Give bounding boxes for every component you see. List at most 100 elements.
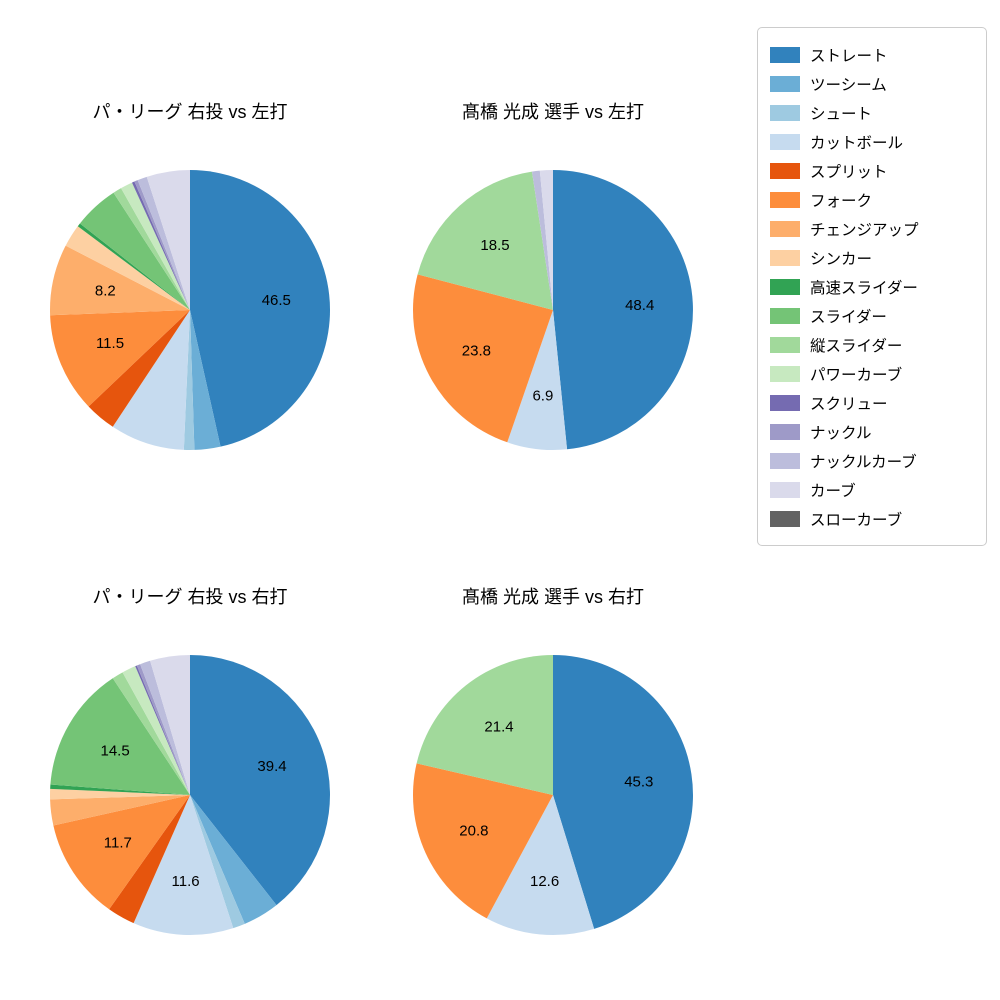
legend-color-swatch — [770, 75, 800, 92]
pie-slice-縦スライダー — [113, 188, 190, 310]
pie-slice-パワーカーブ — [121, 182, 190, 310]
legend-item-label: 縦スライダー — [810, 337, 903, 355]
legend-item-label: スライダー — [810, 308, 887, 326]
legend-item: 高速スライダー — [770, 272, 974, 301]
legend-item: パワーカーブ — [770, 359, 974, 388]
legend-color-swatch — [770, 249, 800, 266]
legend-color-swatch — [770, 423, 800, 440]
pie-slice-スクリュー — [131, 181, 190, 310]
pie-slice-フォーク — [412, 274, 553, 443]
pie-slice-ツーシーム — [190, 310, 221, 450]
legend-item-label: シュート — [810, 105, 873, 123]
legend-item: スクリュー — [770, 388, 974, 417]
pie-value-label: 8.2 — [95, 283, 116, 300]
legend-item-label: 高速スライダー — [810, 279, 918, 297]
pie-value-label: 14.5 — [100, 743, 129, 760]
pie-value-label: 12.6 — [530, 873, 559, 890]
pie-slice-フォーク — [53, 795, 191, 910]
legend-item: シンカー — [770, 243, 974, 272]
legend-color-swatch — [770, 162, 800, 179]
pie-value-label: 20.8 — [459, 822, 488, 839]
legend-item-label: スクリュー — [810, 395, 888, 413]
pie-value-label: 45.3 — [624, 774, 653, 791]
chart-title: パ・リーグ 右投 vs 左打 — [92, 102, 288, 122]
legend: ストレートツーシームシュートカットボール スプリットフォークチェンジアップシンカー… — [757, 27, 987, 546]
legend-item: スローカーブ — [770, 504, 974, 533]
legend-item-label: チェンジアップ — [810, 221, 919, 239]
pie-slice-フォーク — [50, 310, 190, 407]
chart-title: 髙橋 光成 選手 vs 右打 — [461, 587, 644, 607]
pie-slice-ナックルカーブ — [137, 176, 190, 310]
pie-slice-チェンジアップ — [50, 795, 190, 826]
legend-item-label: スローカーブ — [810, 511, 903, 529]
pie-value-label: 21.4 — [484, 719, 513, 736]
legend-item: スプリット — [770, 156, 974, 185]
legend-color-swatch — [770, 452, 800, 469]
pie-slice-カットボール — [112, 310, 190, 450]
chart-title: パ・リーグ 右投 vs 右打 — [92, 587, 288, 607]
pie-slice-シュート — [183, 310, 195, 450]
legend-color-swatch — [770, 481, 800, 498]
legend-item-label: スプリット — [810, 163, 888, 181]
legend-item: カーブ — [770, 475, 974, 504]
legend-color-swatch — [770, 191, 800, 208]
chart-takahashi-vs-left-batter: 髙橋 光成 選手 vs 左打 48.4 6.9 23.8 18.5 — [408, 100, 698, 455]
pie-slice-高速スライダー — [50, 784, 190, 795]
pie-slice-カーブ — [539, 170, 553, 310]
legend-item: フォーク — [770, 185, 974, 214]
legend-item: ツーシーム — [770, 69, 974, 98]
legend-item-label: ストレート — [810, 47, 888, 65]
legend-item: ストレート — [770, 40, 974, 69]
pie-slice-スライダー — [79, 192, 190, 310]
pie-slice-カーブ — [150, 655, 190, 795]
pie-slice-フォーク — [413, 763, 553, 919]
legend-item-label: ナックルカーブ — [810, 453, 917, 471]
pie-slice-ナックル — [134, 180, 190, 310]
pie-chart-pa-league-vs-right: 39.4 11.6 11.7 14.5 — [50, 655, 330, 935]
chart-takahashi-vs-right-batter: 髙橋 光成 選手 vs 右打 45.3 12.6 20.8 21.4 — [408, 585, 698, 940]
legend-item: カットボール — [770, 127, 974, 156]
legend-color-swatch — [770, 510, 800, 527]
pie-value-label: 11.6 — [172, 873, 200, 890]
chart-title: 髙橋 光成 選手 vs 左打 — [461, 102, 644, 122]
legend-list: ストレートツーシームシュートカットボール スプリットフォークチェンジアップシンカー… — [770, 40, 974, 533]
pie-slice-縦スライダー — [417, 171, 553, 310]
pie-slice-カットボール — [133, 795, 234, 935]
pie-slice-カットボール — [486, 795, 595, 936]
legend-item: 縦スライダー — [770, 330, 974, 359]
pie-slice-ストレート — [553, 170, 693, 450]
legend-item-label: カーブ — [810, 482, 856, 500]
legend-item-label: カットボール — [810, 134, 904, 152]
pie-value-label: 23.8 — [462, 342, 491, 359]
pie-value-label: 46.5 — [262, 292, 291, 309]
pie-slice-ナックルカーブ — [140, 660, 190, 795]
pie-chart-takahashi-vs-right: 45.3 12.6 20.8 21.4 — [413, 655, 693, 936]
legend-item-label: パワーカーブ — [810, 366, 903, 384]
legend-item-label: ナックル — [810, 424, 872, 442]
legend-color-swatch — [770, 104, 800, 121]
legend-item: チェンジアップ — [770, 214, 974, 243]
legend-item: スライダー — [770, 301, 974, 330]
legend-color-swatch — [770, 307, 800, 324]
pie-slice-シュート — [190, 795, 245, 929]
legend-color-swatch — [770, 278, 800, 295]
legend-color-swatch — [770, 336, 800, 353]
chart-pa-league-vs-left-batter: パ・リーグ 右投 vs 左打 46.5 11.5 8.2 — [45, 100, 335, 455]
pie-value-label: 11.7 — [104, 835, 132, 852]
pie-value-label: 11.5 — [96, 335, 124, 352]
pie-slice-スプリット — [88, 310, 190, 427]
legend-item-label: ツーシーム — [810, 76, 887, 94]
pie-slice-高速スライダー — [77, 223, 190, 310]
legend-item: ナックルカーブ — [770, 446, 974, 475]
pie-slice-チェンジアップ — [50, 245, 190, 316]
legend-color-swatch — [770, 220, 800, 237]
pie-value-label: 6.9 — [532, 388, 553, 405]
pie-value-label: 18.5 — [480, 237, 509, 254]
pie-slice-ストレート — [190, 170, 331, 447]
pie-value-label: 39.4 — [257, 758, 286, 775]
pie-slice-カーブ — [146, 170, 190, 310]
pie-value-label: 48.4 — [625, 297, 654, 314]
pie-slice-ストレート — [190, 655, 330, 906]
legend-color-swatch — [770, 46, 800, 63]
